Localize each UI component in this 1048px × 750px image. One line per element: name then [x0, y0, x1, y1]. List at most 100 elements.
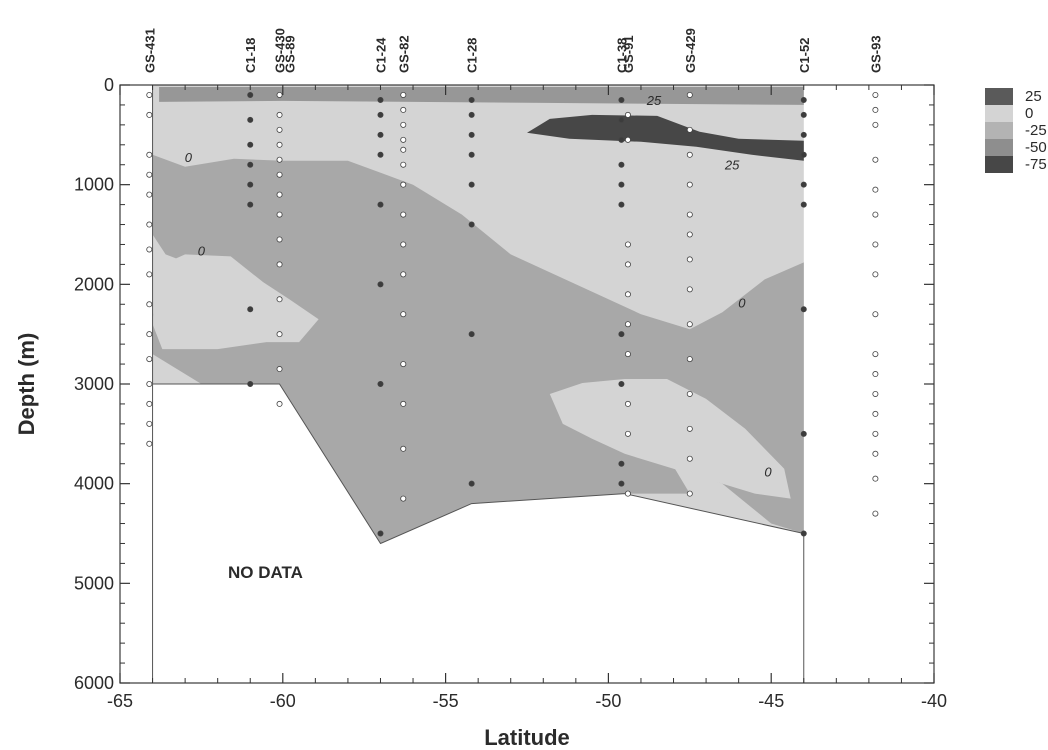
- sample-point: [872, 241, 879, 248]
- legend-label: -25: [1025, 122, 1047, 139]
- sample-point: [618, 96, 625, 103]
- sample-point: [618, 201, 625, 208]
- sample-point: [624, 111, 631, 118]
- sample-point: [872, 351, 879, 358]
- sample-point: [686, 390, 693, 397]
- sample-point: [400, 445, 407, 452]
- sample-point: [618, 480, 625, 487]
- sample-point: [377, 111, 384, 118]
- sample-point: [872, 371, 879, 378]
- contour-label: 0: [764, 465, 772, 480]
- sample-point: [872, 475, 879, 482]
- sample-point: [800, 201, 807, 208]
- y-tick-label: 0: [104, 75, 114, 95]
- sample-point: [686, 151, 693, 158]
- sample-point: [400, 495, 407, 502]
- sample-point: [400, 106, 407, 113]
- legend-label: -50: [1025, 139, 1047, 156]
- sample-point: [276, 111, 283, 118]
- sample-point: [146, 380, 153, 387]
- sample-point: [872, 156, 879, 163]
- sample-point: [400, 241, 407, 248]
- sample-point: [247, 306, 254, 313]
- sample-point: [276, 126, 283, 133]
- sample-point: [400, 361, 407, 368]
- sample-point: [800, 181, 807, 188]
- sample-point: [800, 111, 807, 118]
- contour-label: 0: [185, 150, 193, 165]
- sample-point: [872, 186, 879, 193]
- sample-point: [146, 246, 153, 253]
- sample-point: [468, 96, 475, 103]
- sample-point: [146, 440, 153, 447]
- field-light-patch-left: [152, 254, 319, 350]
- sample-point: [872, 311, 879, 318]
- contour-labels: 0 0 25 25 0 0: [185, 93, 773, 480]
- sample-point: [276, 171, 283, 178]
- sample-point: [800, 96, 807, 103]
- sample-point: [468, 221, 475, 228]
- sample-point: [247, 161, 254, 168]
- contour-label: 25: [724, 158, 740, 173]
- sample-point: [247, 380, 254, 387]
- station-label: GS-430: [273, 28, 288, 73]
- y-tick-label: 1000: [74, 175, 114, 195]
- sample-point: [618, 181, 625, 188]
- sample-point: [276, 331, 283, 338]
- sample-point: [686, 490, 693, 497]
- sample-point: [377, 380, 384, 387]
- contour-label: 0: [198, 243, 206, 258]
- sample-point: [686, 356, 693, 363]
- sample-point: [400, 311, 407, 318]
- station-label: GS-89: [282, 35, 297, 73]
- sample-point: [686, 256, 693, 263]
- station-label: GS-93: [868, 35, 883, 73]
- sample-point: [800, 530, 807, 537]
- field-dark-core: [527, 114, 804, 161]
- x-tick-label: -55: [433, 691, 459, 711]
- sample-point: [276, 211, 283, 218]
- contour-label: 0: [738, 295, 746, 310]
- sample-point: [872, 410, 879, 417]
- legend: 250-25-50-75: [985, 88, 1047, 173]
- sample-point: [686, 455, 693, 462]
- legend-label: -75: [1025, 156, 1047, 173]
- sample-point: [872, 271, 879, 278]
- sample-point: [872, 390, 879, 397]
- station-label: C1-24: [374, 37, 389, 73]
- sample-point: [468, 131, 475, 138]
- sample-point: [247, 91, 254, 98]
- no-data-annotation: NO DATA: [228, 563, 303, 582]
- sample-point: [146, 356, 153, 363]
- sample-point: [146, 91, 153, 98]
- sample-point: [146, 221, 153, 228]
- sample-point: [276, 400, 283, 407]
- sample-point: [377, 96, 384, 103]
- field-light-patch-right: [549, 379, 791, 499]
- y-tick-label: 4000: [74, 474, 114, 494]
- station-label: GS-429: [683, 28, 698, 73]
- x-tick-label: -60: [270, 691, 296, 711]
- x-tick-label: -65: [107, 691, 133, 711]
- sample-point: [276, 191, 283, 198]
- sample-point: [686, 91, 693, 98]
- sample-point: [276, 141, 283, 148]
- legend-swatch: [985, 156, 1013, 173]
- sample-point: [872, 106, 879, 113]
- sample-point: [468, 331, 475, 338]
- station-label: C1-38: [614, 38, 629, 73]
- data-field: [152, 85, 805, 683]
- sample-point: [872, 121, 879, 128]
- sample-point: [624, 490, 631, 497]
- station-label: GS-82: [396, 35, 411, 73]
- sample-point: [624, 400, 631, 407]
- station-label: C1-18: [243, 38, 258, 73]
- sample-point: [276, 296, 283, 303]
- y-tick-label: 3000: [74, 374, 114, 394]
- axes: -65 -60 -55 -50 -45 -40 0 1000 2000 3000 4000 5000 6…: [74, 75, 947, 711]
- sample-point: [686, 286, 693, 293]
- sample-point: [618, 136, 625, 143]
- sample-point: [686, 425, 693, 432]
